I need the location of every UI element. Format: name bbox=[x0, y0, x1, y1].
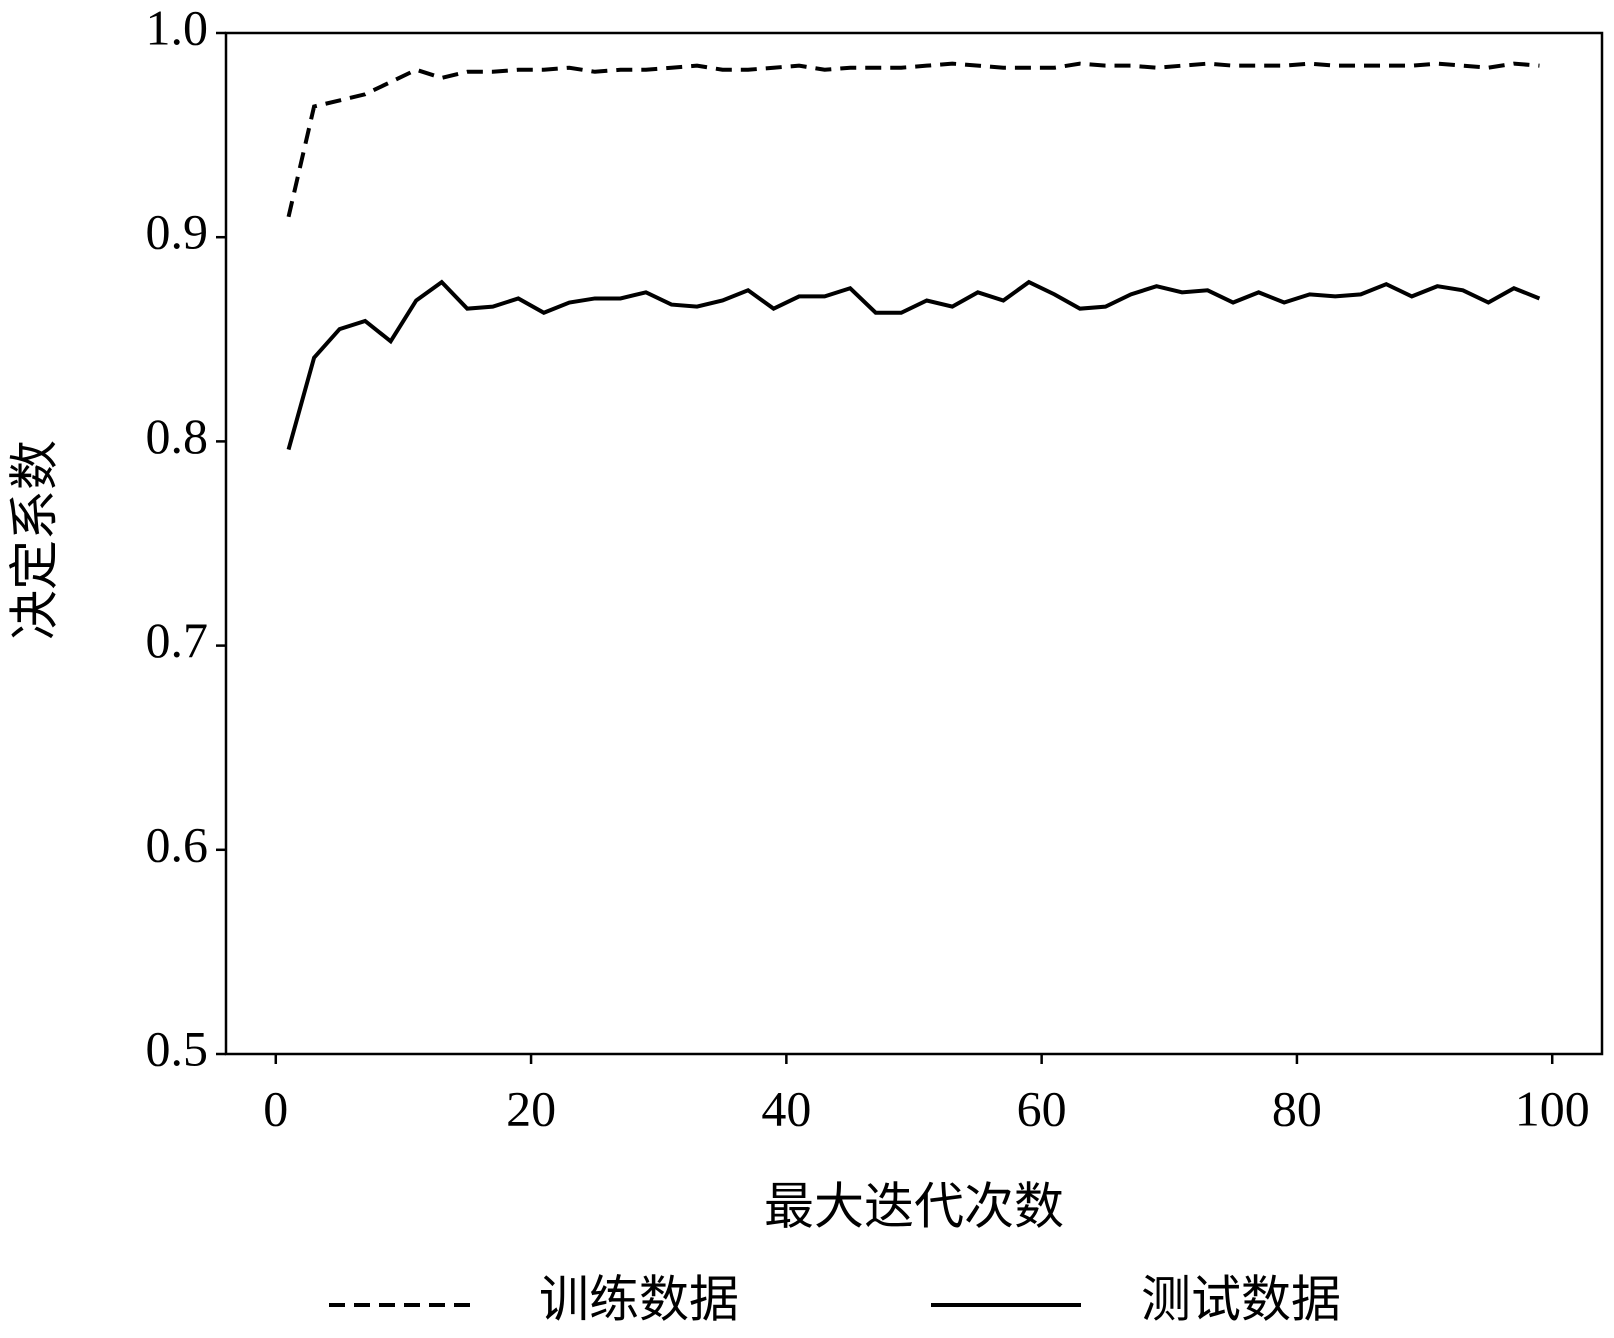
x-axis-label: 最大迭代次数 bbox=[764, 1178, 1064, 1234]
legend-label: 测试数据 bbox=[1141, 1271, 1341, 1327]
x-tick-label: 80 bbox=[1272, 1080, 1322, 1136]
x-tick-label: 20 bbox=[506, 1080, 556, 1136]
y-tick-label: 0.5 bbox=[146, 1020, 209, 1076]
x-tick-label: 40 bbox=[761, 1080, 811, 1136]
y-axis-label: 决定系数 bbox=[6, 440, 62, 640]
y-tick-label: 0.7 bbox=[146, 612, 209, 668]
plot-frame bbox=[224, 31, 1604, 1056]
x-tick-label: 60 bbox=[1017, 1080, 1067, 1136]
legend-label: 训练数据 bbox=[539, 1271, 739, 1327]
y-tick-label: 0.8 bbox=[146, 408, 209, 464]
y-tick-label: 1.0 bbox=[146, 0, 209, 55]
y-tick-label: 0.6 bbox=[146, 816, 209, 872]
y-tick-label: 0.9 bbox=[146, 204, 209, 260]
data-line bbox=[286, 61, 1540, 218]
x-tick-label: 0 bbox=[263, 1080, 288, 1136]
data-line bbox=[286, 279, 1541, 451]
x-tick-label: 100 bbox=[1515, 1080, 1590, 1136]
